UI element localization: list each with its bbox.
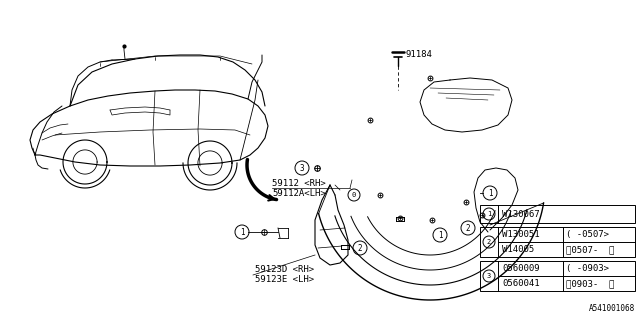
Text: 3: 3 (487, 273, 491, 279)
Text: 1: 1 (487, 211, 491, 217)
Text: 1: 1 (240, 228, 244, 236)
Bar (480, 205, 635, 223)
Bar (480, 261, 635, 291)
Text: W14005: W14005 (502, 245, 534, 254)
Text: 0560041: 0560041 (502, 279, 540, 288)
Text: W130051: W130051 (502, 230, 540, 239)
Text: を0507-  〉: を0507- 〉 (566, 245, 614, 254)
Bar (480, 227, 635, 257)
Text: 59112A<LH>: 59112A<LH> (272, 188, 326, 197)
Text: ( -0903>: ( -0903> (566, 264, 609, 273)
Text: 59112 <RH>: 59112 <RH> (272, 179, 326, 188)
Text: 3: 3 (300, 164, 304, 172)
Text: 2: 2 (358, 244, 362, 252)
Text: 2: 2 (487, 239, 491, 245)
Text: を0903-  〉: を0903- 〉 (566, 279, 614, 288)
Text: 91184: 91184 (406, 50, 433, 59)
Text: 0: 0 (352, 192, 356, 198)
Text: 59123E <LH>: 59123E <LH> (255, 276, 314, 284)
Text: 1: 1 (488, 188, 492, 197)
Text: A541001068: A541001068 (589, 304, 635, 313)
Text: W130067: W130067 (502, 210, 540, 219)
Text: 59123D <RH>: 59123D <RH> (255, 266, 314, 275)
Text: 0560009: 0560009 (502, 264, 540, 273)
Text: ( -0507>: ( -0507> (566, 230, 609, 239)
Text: 2: 2 (466, 223, 470, 233)
Text: 1: 1 (438, 230, 442, 239)
